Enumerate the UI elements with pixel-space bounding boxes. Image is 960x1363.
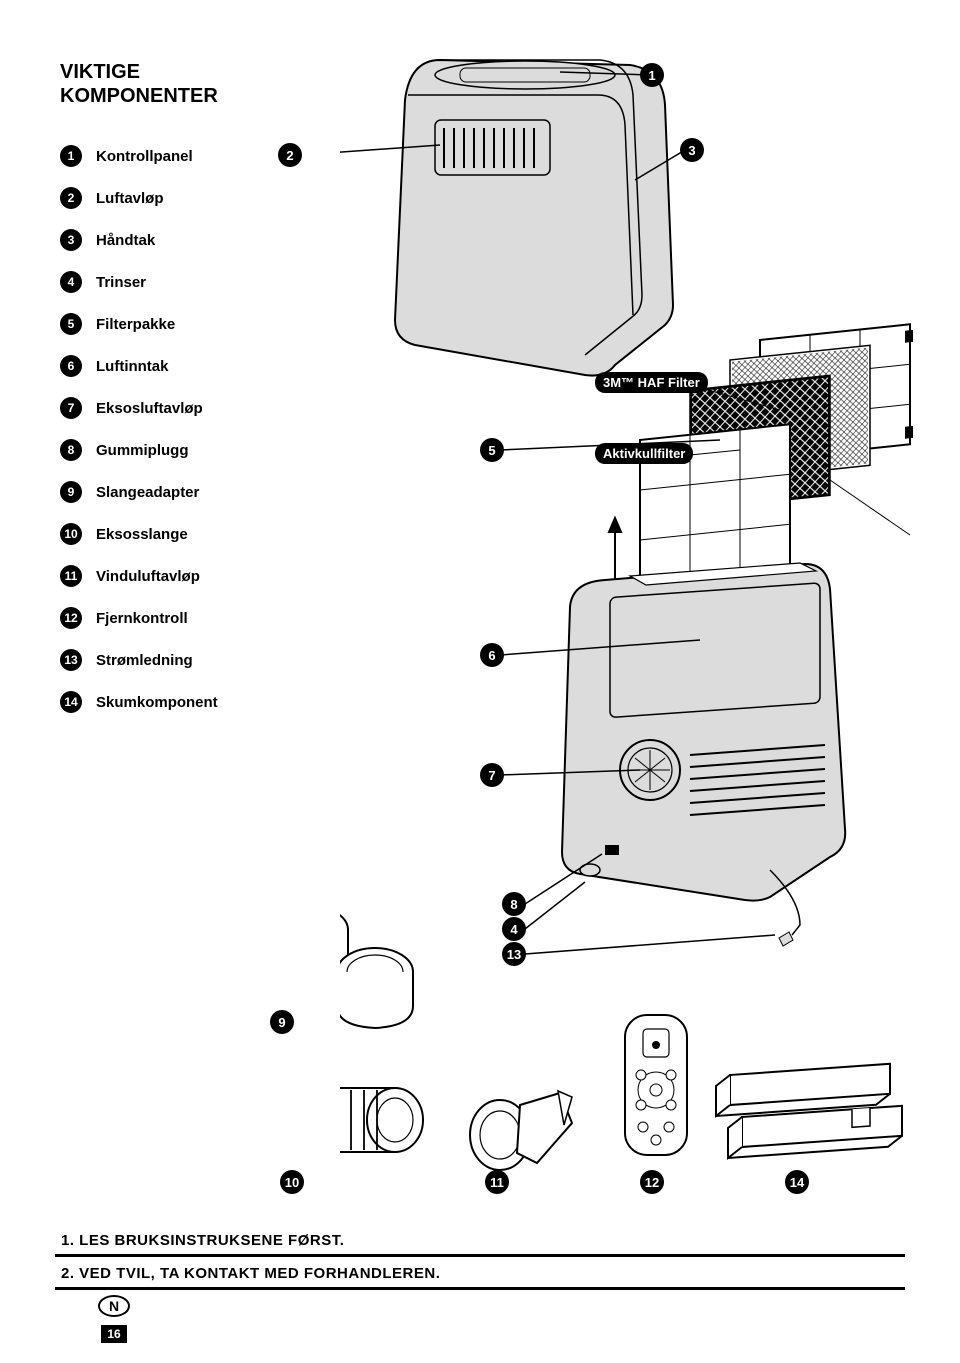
callout-bullet-1: 1 — [640, 63, 664, 87]
legend-item: 11 Vinduluftavløp — [60, 565, 218, 587]
legend-item: 4 Trinser — [60, 271, 218, 293]
legend-label: Trinser — [96, 274, 146, 291]
remote-icon — [625, 1015, 687, 1155]
legend-label: Kontrollpanel — [96, 148, 193, 165]
callout-bullet-2: 2 — [278, 143, 302, 167]
callout-bullet-10: 10 — [280, 1170, 304, 1194]
legend-label: Vinduluftavløp — [96, 568, 200, 585]
legend-item: 5 Filterpakke — [60, 313, 218, 335]
callout-bullet-6: 6 — [480, 643, 504, 667]
legend-label: Luftavløp — [96, 190, 164, 207]
callout-bullet-3: 3 — [680, 138, 704, 162]
legend-bullet: 12 — [60, 607, 82, 629]
language-badge: N — [98, 1295, 130, 1317]
instruction-row: 1. LES BRUKSINSTRUKSENE FØRST. — [55, 1232, 905, 1257]
unit-front-icon — [395, 60, 673, 376]
legend-item: 9 Slangeadapter — [60, 481, 218, 503]
legend-bullet: 4 — [60, 271, 82, 293]
legend-bullet: 6 — [60, 355, 82, 377]
callout-bullet-5: 5 — [480, 438, 504, 462]
legend-item: 8 Gummiplugg — [60, 439, 218, 461]
legend-label: Eksosluftavløp — [96, 400, 203, 417]
legend-label: Strømledning — [96, 652, 193, 669]
diagram: 1 2 3 5 6 7 8 4 13 9 10 11 12 14 3M™ HAF… — [340, 40, 920, 1190]
legend-item: 13 Strømledning — [60, 649, 218, 671]
legend-bullet: 3 — [60, 229, 82, 251]
foam-icon — [716, 1064, 902, 1158]
legend-bullet: 5 — [60, 313, 82, 335]
callout-bullet-4: 4 — [502, 917, 526, 941]
legend-label: Håndtak — [96, 232, 155, 249]
legend-item: 2 Luftavløp — [60, 187, 218, 209]
unit-back-icon — [562, 563, 845, 946]
filter-label-carbon: Aktivkullfilter — [595, 443, 693, 464]
callout-bullet-12: 12 — [640, 1170, 664, 1194]
legend-bullet: 9 — [60, 481, 82, 503]
legend-item: 10 Eksosslange — [60, 523, 218, 545]
legend-label: Slangeadapter — [96, 484, 199, 501]
legend-item: 12 Fjernkontroll — [60, 607, 218, 629]
legend-list: 1 Kontrollpanel 2 Luftavløp 3 Håndtak 4 Trin… — [60, 145, 218, 733]
legend-label: Skumkomponent — [96, 694, 218, 711]
legend-item: 1 Kontrollpanel — [60, 145, 218, 167]
callout-bullet-13: 13 — [502, 942, 526, 966]
callout-bullet-8: 8 — [502, 892, 526, 916]
instruction-text: 2. VED TVIL, TA KONTAKT MED FORHANDLEREN… — [55, 1262, 446, 1285]
legend-label: Fjernkontroll — [96, 610, 188, 627]
hose-icon — [340, 1088, 423, 1152]
title-line2: KOMPONENTER — [60, 84, 218, 108]
legend-bullet: 2 — [60, 187, 82, 209]
window-outlet-icon — [470, 1091, 572, 1170]
callout-bullet-9: 9 — [270, 1010, 294, 1034]
legend-bullet: 10 — [60, 523, 82, 545]
page-number: 16 — [101, 1325, 126, 1343]
legend-label: Filterpakke — [96, 316, 175, 333]
callout-bullet-11: 11 — [485, 1170, 509, 1194]
legend-bullet: 11 — [60, 565, 82, 587]
instruction-row: 2. VED TVIL, TA KONTAKT MED FORHANDLEREN… — [55, 1265, 905, 1290]
legend-item: 7 Eksosluftavløp — [60, 397, 218, 419]
adapter-icon — [340, 906, 413, 1028]
instruction-text: 1. LES BRUKSINSTRUKSENE FØRST. — [55, 1229, 350, 1252]
legend-item: 6 Luftinntak — [60, 355, 218, 377]
instructions: 1. LES BRUKSINSTRUKSENE FØRST. 2. VED TV… — [55, 1232, 905, 1298]
legend-label: Eksosslange — [96, 526, 188, 543]
footer: N 16 — [98, 1295, 130, 1343]
legend-bullet: 13 — [60, 649, 82, 671]
legend-label: Gummiplugg — [96, 442, 189, 459]
legend-bullet: 1 — [60, 145, 82, 167]
filter-label-haf: 3M™ HAF Filter — [595, 372, 708, 393]
callout-bullet-7: 7 — [480, 763, 504, 787]
title-line1: VIKTIGE — [60, 60, 218, 84]
page-title: VIKTIGE KOMPONENTER — [60, 60, 218, 108]
instruction-bar — [55, 1287, 905, 1290]
legend-item: 3 Håndtak — [60, 229, 218, 251]
diagram-svg — [340, 40, 920, 1190]
legend-bullet: 7 — [60, 397, 82, 419]
legend-item: 14 Skumkomponent — [60, 691, 218, 713]
callout-bullet-14: 14 — [785, 1170, 809, 1194]
instruction-bar — [55, 1254, 905, 1257]
legend-label: Luftinntak — [96, 358, 169, 375]
legend-bullet: 8 — [60, 439, 82, 461]
legend-bullet: 14 — [60, 691, 82, 713]
